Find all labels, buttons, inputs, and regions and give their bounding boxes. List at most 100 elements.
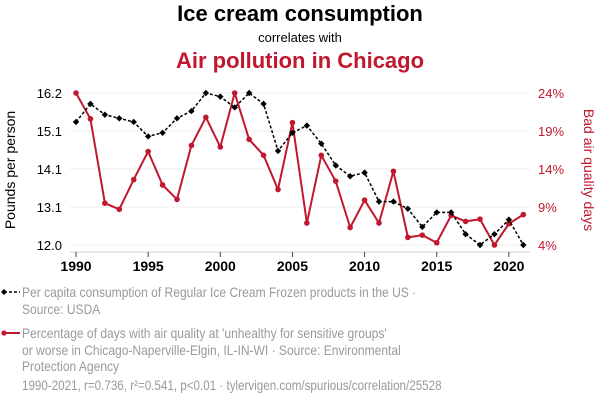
data-point-air-pollution [318,152,325,159]
y-left-tick-label: 16.2 [37,86,62,101]
data-point-ice-cream [188,107,195,115]
axes: 12.0 4% 13.1 9% 14.1 14% 15.1 19% 16.2 24% 1990 199… [37,86,565,274]
chart-subtitle: correlates with [258,30,342,45]
data-point-ice-cream [231,104,238,111]
data-point-air-pollution [87,116,94,122]
legend-item-air-pollution: Percentage of days with air quality at '… [22,325,462,375]
y-left-tick-label: 14.1 [37,162,62,177]
y-right-tick-label: 14% [538,162,564,177]
y-axis-right-title: Bad air quality days [581,109,597,231]
data-point-ice-cream [491,230,498,238]
legend-text: Source: USDA [22,301,101,317]
data-point-ice-cream [173,115,181,122]
data-point-ice-cream [116,115,123,122]
chart-title-second: Air pollution in Chicago [175,48,425,73]
data-point-air-pollution [130,176,137,183]
legend-marker-diamond [1,289,7,295]
y-left-tick-label: 12.0 [37,238,62,253]
y-right-tick-label: 9% [538,200,557,215]
legend-item-ice-cream: Per capita consumption of Regular Ice Cr… [22,284,480,318]
x-tick-label: 2005 [277,258,308,274]
legend-text: or worse in Chicago-Naperville-Elgin, IL… [22,341,401,358]
x-tick-label: 2015 [421,258,452,274]
y-right-tick-label: 19% [538,124,564,139]
data-point-ice-cream [361,169,368,176]
y-right-tick-label: 24% [538,86,564,101]
data-point-ice-cream [130,118,137,126]
data-point-air-pollution [174,196,180,203]
data-point-ice-cream [144,133,152,140]
chart-title: Ice cream consumption [177,1,423,26]
data-point-air-pollution [347,224,353,231]
data-point-air-pollution [116,206,123,213]
y-right-tick-label: 4% [538,238,557,253]
data-point-air-pollution [390,168,397,175]
data-point-air-pollution [217,144,224,150]
data-point-ice-cream [375,198,383,205]
data-point-air-pollution [304,220,310,226]
data-point-ice-cream [505,216,513,223]
data-point-ice-cream [404,205,412,213]
legend-markers [1,289,20,336]
data-point-air-pollution [462,218,469,225]
data-point-air-pollution [159,182,166,188]
data-point-ice-cream [318,140,325,147]
data-point-ice-cream [159,129,166,137]
data-point-ice-cream [476,241,484,249]
data-point-air-pollution [419,232,426,238]
data-point-ice-cream [101,111,109,118]
data-point-ice-cream [289,129,296,137]
data-point-air-pollution [275,186,281,193]
data-point-air-pollution [491,242,498,248]
data-point-air-pollution [433,239,440,246]
data-point-air-pollution [145,148,151,155]
series-line-air-pollution [75,92,524,246]
legend-text: Per capita consumption of Regular Ice Cr… [22,284,417,300]
y-axis-left-title: Pounds per person [2,111,18,229]
data-point-ice-cream [520,241,527,249]
data-point-air-pollution [376,220,382,226]
data-point-air-pollution [477,216,483,222]
y-left-tick-label: 15.1 [37,124,62,139]
data-point-ice-cream [303,122,311,129]
data-point-air-pollution [102,200,108,206]
y-left-tick-label: 13.1 [37,200,62,215]
data-point-ice-cream [260,100,267,108]
x-tick-label: 2010 [349,258,380,274]
series [72,89,527,249]
x-tick-label: 2000 [205,258,236,274]
data-point-air-pollution [289,119,296,126]
data-point-air-pollution [260,152,267,159]
data-point-air-pollution [332,178,339,184]
data-point-ice-cream [419,223,426,231]
data-point-ice-cream [332,162,339,169]
data-point-ice-cream [72,118,80,126]
data-point-ice-cream [245,89,253,97]
x-tick-label: 1990 [60,258,91,274]
data-point-ice-cream [433,209,440,216]
footer-stats-source: 1990-2021, r=0.736, r²=0.541, p<0.01 · t… [22,377,442,393]
data-point-air-pollution [231,90,238,96]
data-point-air-pollution [361,197,368,203]
data-point-air-pollution [246,136,252,143]
data-point-ice-cream [87,100,94,108]
data-point-air-pollution [405,234,411,241]
data-point-air-pollution [203,114,209,121]
data-point-air-pollution [506,220,512,227]
data-point-ice-cream [462,230,469,238]
legend-marker-circle [1,330,7,336]
data-point-ice-cream [202,89,210,97]
data-point-ice-cream [217,93,224,100]
data-point-ice-cream [390,198,397,205]
legend-text: Protection Agency [22,358,120,374]
chart-footer: 1990-2021, r=0.736, r²=0.541, p<0.01 · t… [22,377,527,394]
data-point-ice-cream [447,209,455,216]
data-point-air-pollution [73,90,79,96]
data-point-ice-cream [274,147,282,155]
data-point-ice-cream [346,173,354,180]
x-tick-label: 2020 [493,258,524,274]
legend-text: Percentage of days with air quality at '… [22,325,387,341]
x-tick-label: 1995 [133,258,164,274]
data-point-air-pollution [188,142,195,149]
